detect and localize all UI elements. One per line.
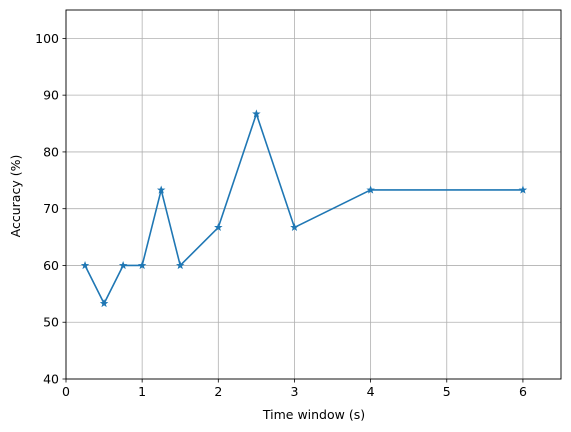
x-tick-label: 0 bbox=[62, 384, 70, 399]
data-point-marker bbox=[118, 260, 128, 270]
data-point-marker bbox=[214, 222, 223, 232]
y-tick-label: 70 bbox=[43, 201, 59, 216]
axis-ticks: 0 1 2 3 4 5 6 40 50 60 70 80 90 100 bbox=[35, 31, 527, 399]
plot-frame bbox=[65, 9, 562, 380]
data-series bbox=[80, 109, 528, 308]
data-point-marker bbox=[252, 109, 261, 118]
data-point-marker bbox=[518, 185, 528, 194]
y-tick-label: 80 bbox=[43, 144, 59, 159]
data-point-marker bbox=[99, 299, 109, 308]
x-tick-label: 3 bbox=[290, 384, 298, 399]
data-point-marker bbox=[156, 185, 166, 194]
y-axis-label: Accuracy (%) bbox=[8, 155, 23, 238]
x-tick-label: 2 bbox=[214, 384, 222, 399]
data-point-marker bbox=[175, 260, 185, 270]
data-point-marker bbox=[80, 260, 90, 270]
x-tick-label: 1 bbox=[138, 384, 146, 399]
x-tick-label: 6 bbox=[519, 384, 527, 399]
y-tick-label: 90 bbox=[43, 88, 59, 103]
x-axis-label: Time window (s) bbox=[262, 407, 365, 422]
data-point-marker bbox=[290, 222, 299, 232]
y-tick-label: 100 bbox=[35, 31, 59, 46]
data-point-marker bbox=[137, 260, 147, 270]
grid-lines bbox=[65, 10, 561, 380]
y-tick-label: 40 bbox=[43, 372, 59, 387]
data-point-marker bbox=[366, 185, 375, 194]
y-tick-label: 60 bbox=[43, 258, 59, 273]
y-tick-label: 50 bbox=[43, 315, 59, 330]
x-tick-label: 4 bbox=[367, 384, 375, 399]
x-tick-label: 5 bbox=[443, 384, 451, 399]
